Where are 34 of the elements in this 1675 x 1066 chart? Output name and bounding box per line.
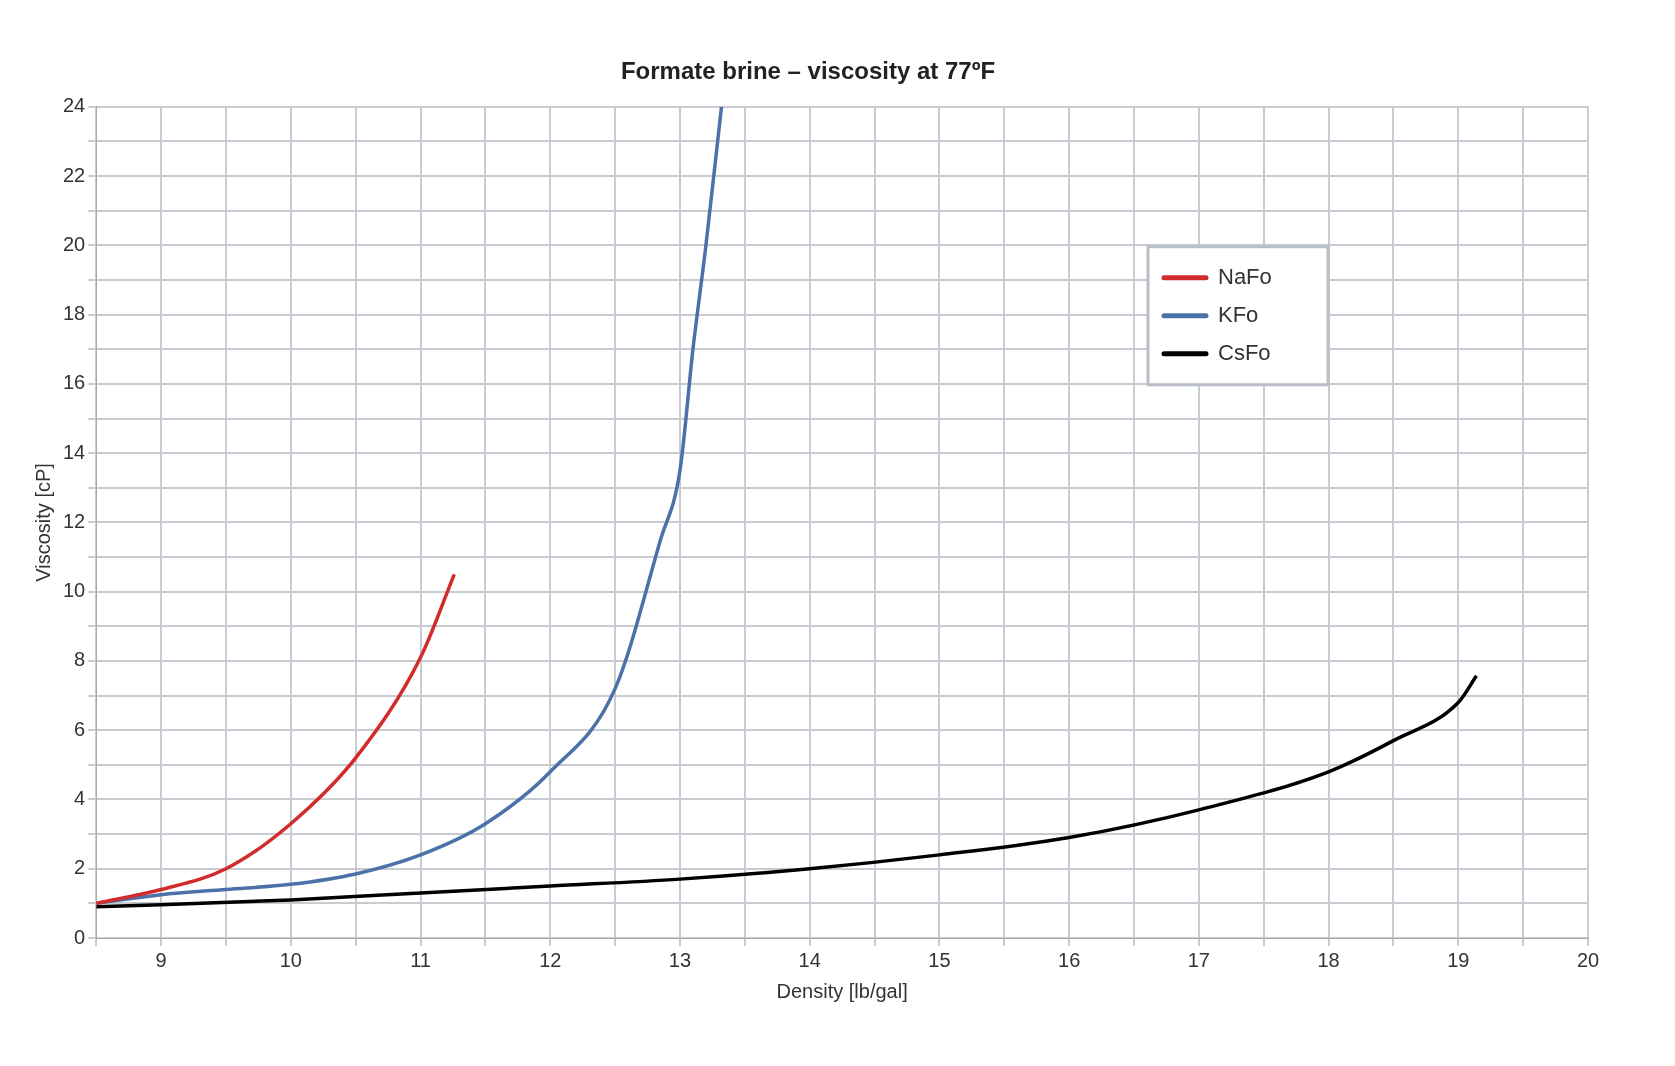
x-tick-label: 20 xyxy=(1576,948,1600,971)
y-tick-label: 6 xyxy=(74,717,86,740)
y-tick-label: 4 xyxy=(74,786,86,809)
y-tick-label: 2 xyxy=(74,856,86,879)
legend-label: CsFo xyxy=(1218,339,1271,365)
legend-label: NaFo xyxy=(1218,263,1272,289)
y-tick-label: 0 xyxy=(74,925,86,948)
x-tick-label: 11 xyxy=(410,948,431,971)
x-tick-label: 9 xyxy=(155,948,167,971)
x-tick-label: 13 xyxy=(668,948,692,971)
y-tick-label: 14 xyxy=(63,440,86,463)
x-axis-title: Density [lb/gal] xyxy=(776,979,908,1002)
y-tick-label: 24 xyxy=(63,94,86,117)
x-tick-label: 12 xyxy=(539,948,562,971)
x-tick-label: 17 xyxy=(1187,948,1210,971)
x-tick-label: 14 xyxy=(798,948,821,971)
legend-label: KFo xyxy=(1218,301,1259,327)
x-tick-label: 15 xyxy=(928,948,951,971)
y-tick-label: 18 xyxy=(63,302,86,325)
line-series xyxy=(96,106,724,906)
chart-title: Formate brine – viscosity at 77ºF xyxy=(620,57,996,85)
line-series xyxy=(96,572,457,906)
y-tick-label: 10 xyxy=(63,579,86,602)
x-tick-label: 10 xyxy=(279,948,302,971)
x-tick-label: 16 xyxy=(1058,948,1081,971)
x-tick-label: 18 xyxy=(1317,948,1340,971)
y-tick-label: 22 xyxy=(63,163,86,186)
y-tick-label: 8 xyxy=(74,648,86,671)
y-tick-label: 12 xyxy=(63,509,86,532)
y-tick-label: 16 xyxy=(63,371,86,394)
y-tick-label: 20 xyxy=(63,232,86,255)
line-series xyxy=(96,674,1479,909)
y-axis-title: Viscosity [cP] xyxy=(31,463,54,582)
x-tick-label: 19 xyxy=(1447,948,1470,971)
